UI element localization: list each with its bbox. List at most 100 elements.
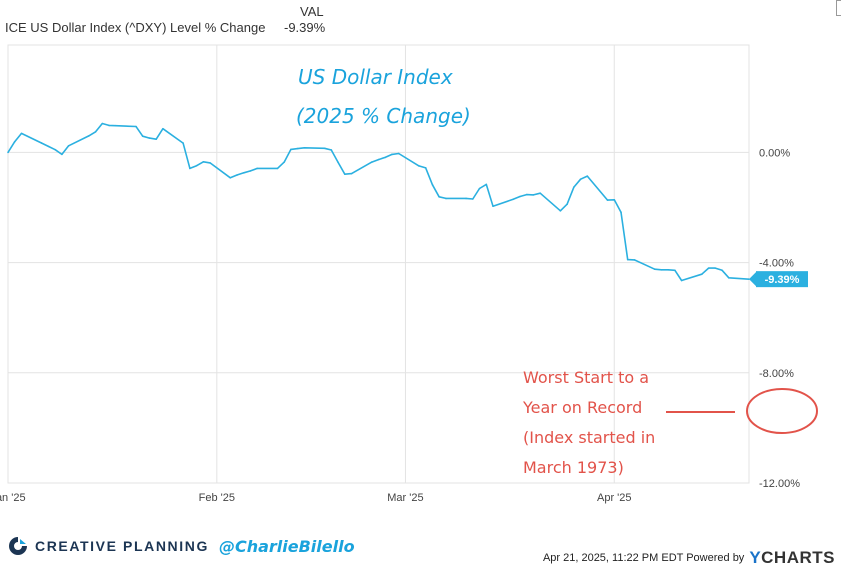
- x-tick-label: Feb '25: [199, 492, 235, 504]
- data-point: [337, 161, 339, 164]
- data-point: [249, 170, 252, 172]
- data-point: [707, 267, 710, 269]
- legend-series-value: -9.39%: [284, 20, 326, 35]
- data-point: [94, 130, 97, 133]
- annotation-circle: [746, 388, 818, 434]
- data-point: [680, 279, 683, 282]
- data-point: [148, 137, 151, 139]
- data-point: [431, 183, 434, 186]
- data-point: [492, 205, 494, 207]
- data-point: [40, 142, 43, 144]
- data-point: [290, 148, 292, 151]
- data-point: [344, 173, 346, 175]
- data-point: [626, 258, 629, 261]
- data-point: [478, 187, 481, 190]
- legend-column-header: VAL: [300, 4, 324, 19]
- data-point: [209, 162, 211, 164]
- data-point: [418, 165, 420, 167]
- footer-brand: CREATIVE PLANNING @CharlieBilello: [8, 536, 355, 556]
- data-point: [606, 199, 609, 201]
- x-tick-label: Jan '25: [0, 492, 26, 504]
- data-point: [377, 158, 380, 161]
- data-point: [485, 183, 488, 186]
- ycharts-logo-y: Y: [749, 548, 762, 567]
- data-point: [519, 195, 521, 198]
- data-point: [370, 161, 373, 163]
- data-point: [472, 198, 474, 200]
- y-axis-labels: 0.00% -4.00% -8.00% -12.00%: [759, 147, 800, 490]
- data-point: [54, 148, 56, 151]
- data-point: [465, 197, 467, 200]
- data-point: [155, 138, 157, 141]
- data-point: [525, 193, 528, 196]
- data-point: [276, 167, 279, 170]
- end-value-label: -9.39%: [765, 274, 800, 286]
- data-point: [445, 197, 447, 200]
- annotation-line-1: Worst Start to a: [523, 368, 649, 387]
- author-handle: @CharlieBilello: [218, 536, 355, 556]
- data-point: [653, 268, 656, 271]
- data-point: [20, 132, 23, 135]
- data-point: [667, 268, 669, 271]
- data-point: [714, 267, 717, 269]
- data-point: [559, 210, 562, 212]
- data-point: [67, 145, 70, 147]
- data-point: [532, 194, 535, 196]
- annotation-line-3: (Index started in: [523, 428, 655, 447]
- series-layer: -9.39%: [7, 122, 808, 288]
- data-point: [47, 145, 50, 148]
- y-tick-label: -8.00%: [759, 368, 794, 380]
- ycharts-logo-rest: CHARTS: [761, 548, 835, 567]
- data-point: [391, 153, 393, 156]
- data-point: [323, 147, 326, 150]
- data-point: [135, 125, 137, 128]
- data-point: [674, 269, 676, 272]
- data-point: [397, 152, 400, 155]
- x-tick-label: Mar '25: [387, 492, 423, 504]
- ycharts-logo[interactable]: YCHARTS: [749, 548, 835, 568]
- y-tick-label: -4.00%: [759, 258, 794, 270]
- grid-layer: [7, 44, 750, 484]
- data-point: [7, 151, 9, 154]
- data-point: [613, 199, 616, 201]
- x-axis-labels: Jan '25 Feb '25 Mar '25 Apr '25: [0, 492, 632, 504]
- annotation-line-2: Year on Record: [522, 398, 642, 417]
- data-point: [283, 161, 285, 163]
- data-point: [512, 198, 515, 201]
- data-point: [660, 268, 663, 271]
- data-point: [88, 135, 90, 137]
- data-point: [229, 176, 232, 179]
- data-point: [101, 122, 104, 125]
- data-point: [13, 140, 16, 143]
- scrollbar-edge[interactable]: [836, 0, 841, 16]
- data-point: [141, 135, 144, 137]
- data-point: [330, 149, 333, 151]
- data-point: [438, 195, 440, 198]
- annotation: Worst Start to a Year on Record (Index s…: [522, 368, 818, 477]
- data-point: [242, 172, 245, 174]
- y-tick-label: -12.00%: [759, 478, 800, 490]
- data-point: [256, 167, 259, 170]
- data-point: [236, 174, 238, 176]
- data-point: [303, 146, 306, 149]
- x-tick-label: Apr '25: [597, 492, 632, 504]
- data-point: [579, 178, 582, 180]
- data-point: [296, 147, 299, 150]
- data-point: [202, 161, 205, 163]
- data-point: [620, 211, 622, 214]
- brand-name: CREATIVE PLANNING: [35, 538, 209, 554]
- data-point: [350, 172, 353, 175]
- data-point: [701, 273, 703, 275]
- footer-credit: Apr 21, 2025, 11:22 PM EDT Powered by YC…: [543, 548, 835, 568]
- data-point: [566, 203, 568, 206]
- data-point: [61, 153, 63, 156]
- data-point: [189, 167, 191, 170]
- creative-planning-logo-icon: [9, 537, 27, 555]
- chart-title: US Dollar Index: [298, 65, 453, 89]
- end-label-badge: [756, 271, 808, 288]
- data-point: [424, 167, 427, 169]
- data-point: [573, 186, 575, 188]
- legend-series-name: ICE US Dollar Index (^DXY) Level % Chang…: [5, 20, 266, 35]
- data-point: [586, 175, 589, 177]
